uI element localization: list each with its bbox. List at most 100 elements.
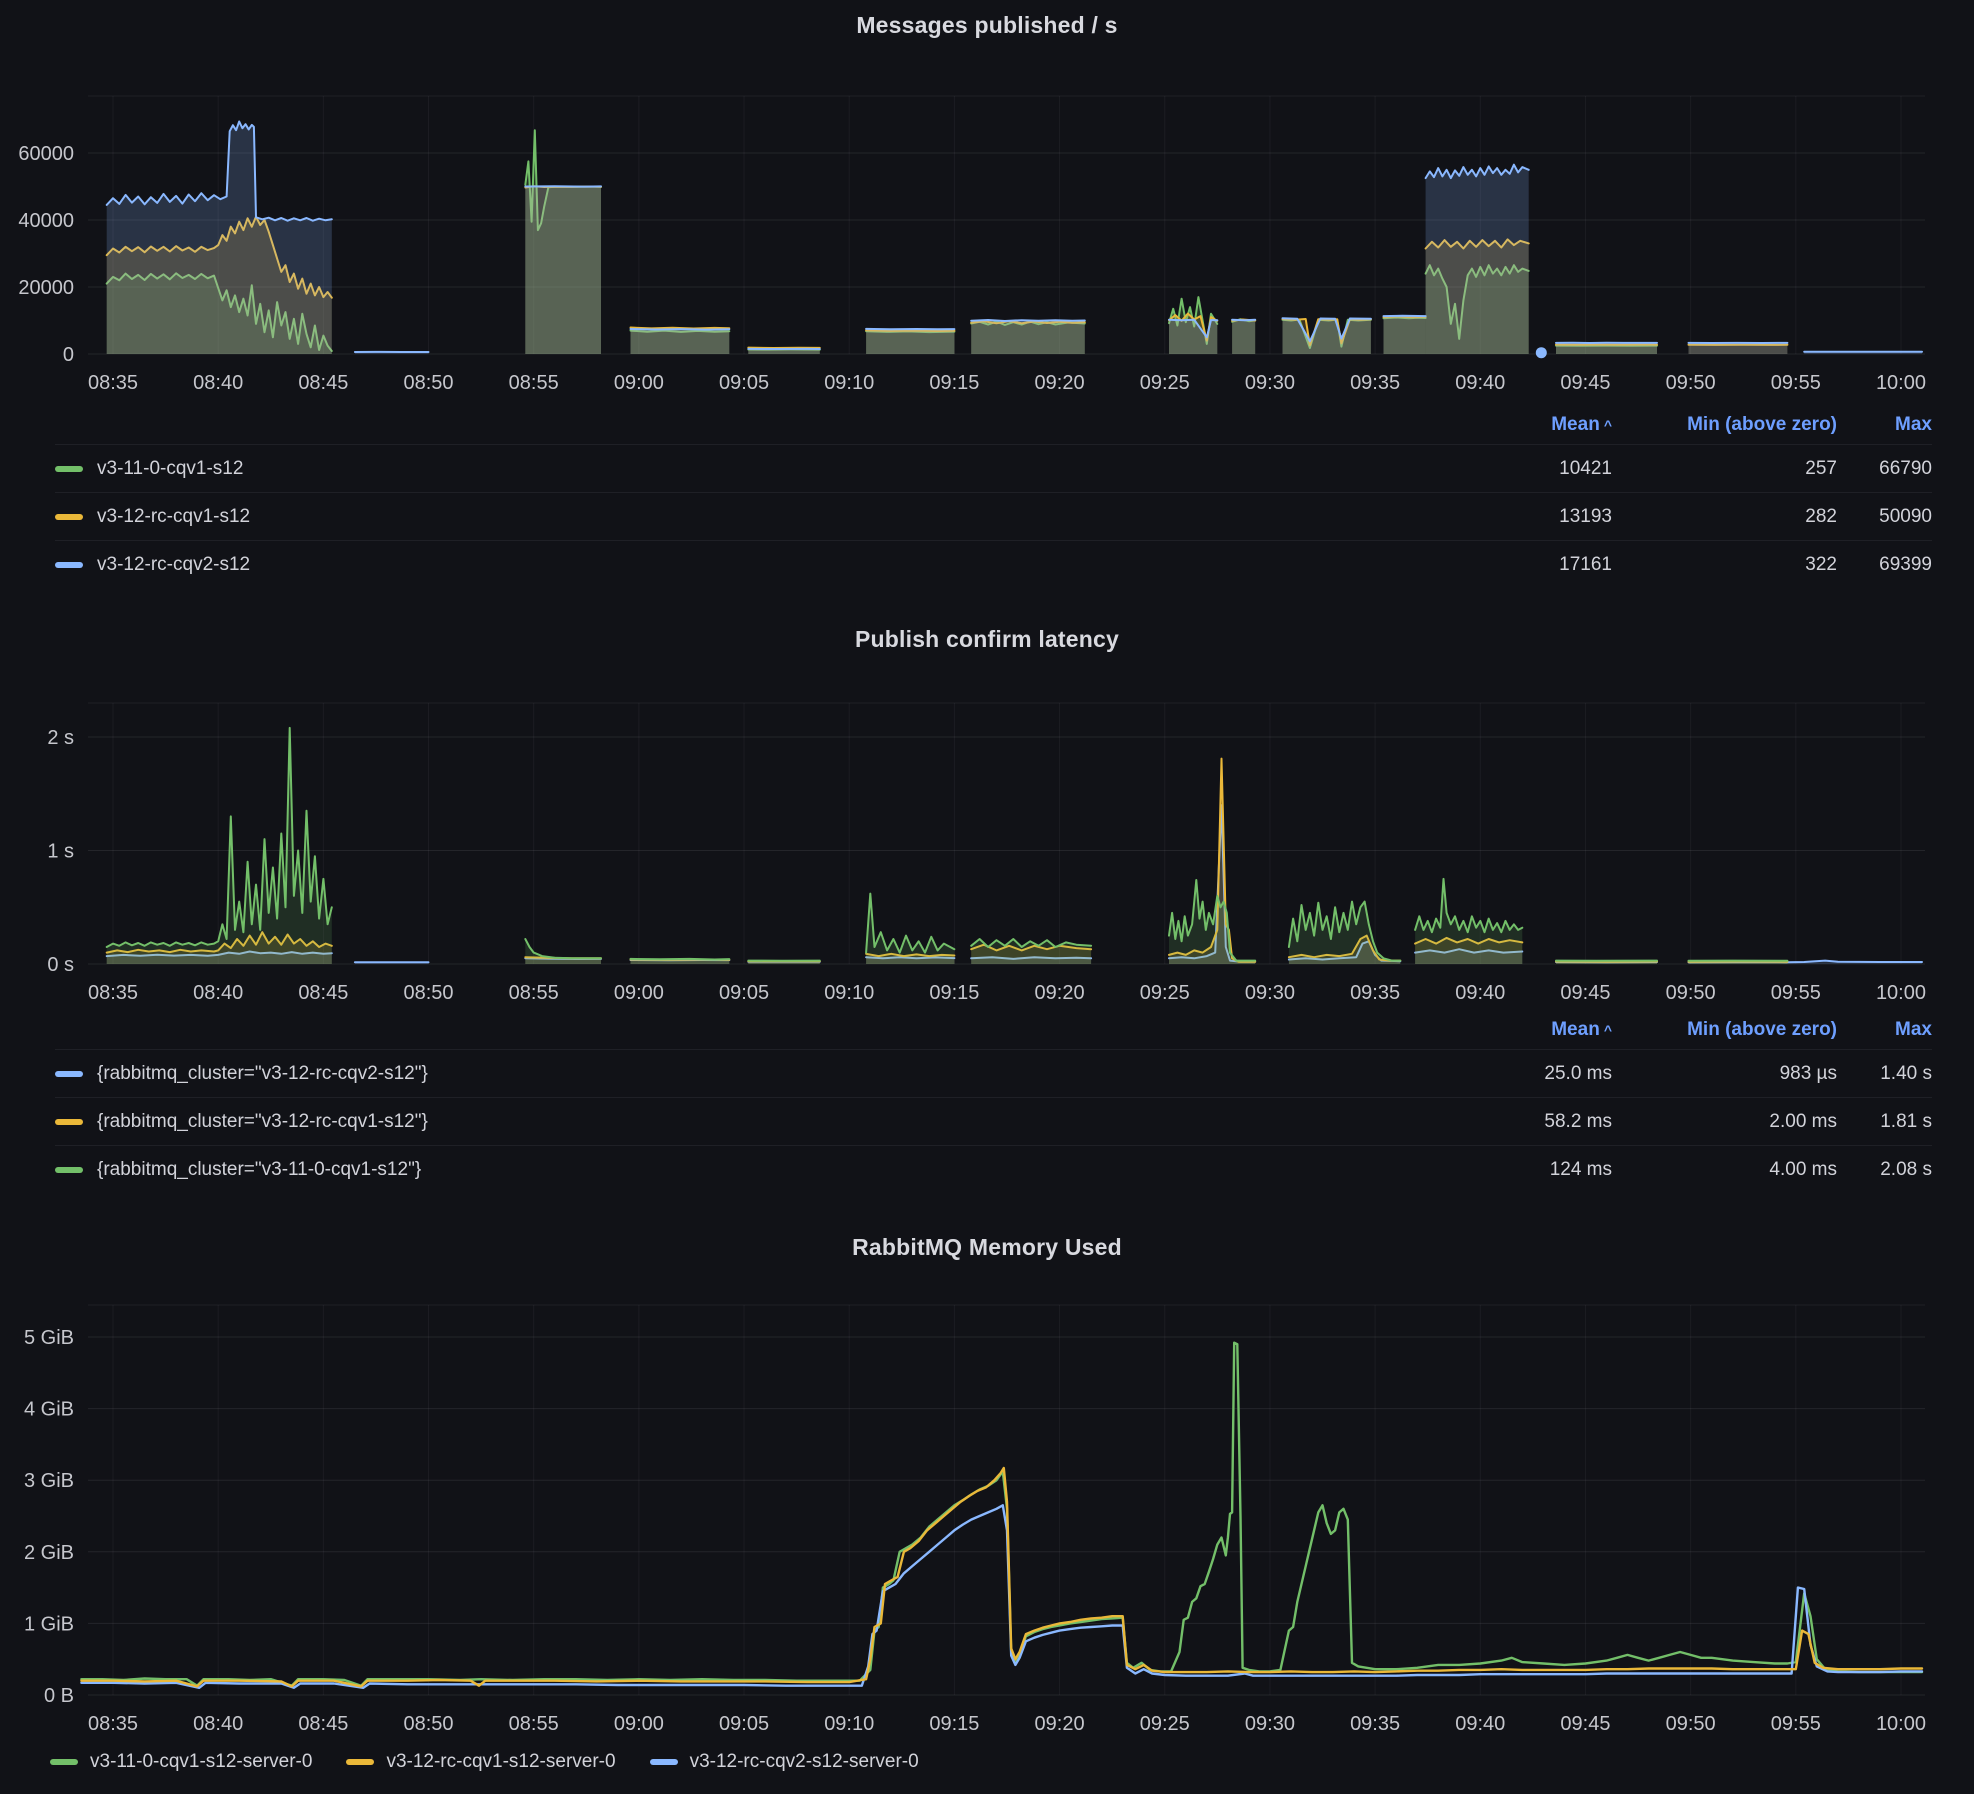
series-blue bbox=[105, 120, 1923, 354]
y-tick-label: 1 GiB bbox=[24, 1613, 74, 1635]
x-tick-label: 09:45 bbox=[1560, 982, 1610, 1004]
series-label[interactable]: v3-12-rc-cqv1-s12 bbox=[97, 505, 251, 527]
series-color-swatch[interactable] bbox=[55, 513, 83, 520]
panel-title-publish-confirm-latency[interactable]: Publish confirm latency bbox=[854, 626, 1120, 652]
y-tick-label: 0 s bbox=[47, 954, 74, 976]
series-label[interactable]: v3-11-0-cqv1-s12-server-0 bbox=[90, 1751, 313, 1772]
y-tick-label: 2 s bbox=[47, 727, 74, 749]
series-yellow bbox=[105, 757, 1789, 964]
timeseries-plot-publish-confirm-latency[interactable]: 08:35 08:40 08:45 08:50 08:55 09:00 09:05 09:10… bbox=[0, 660, 1974, 1005]
x-tick-label: 09:00 bbox=[614, 372, 664, 394]
x-tick-label: 09:20 bbox=[1035, 982, 1085, 1004]
x-tick-label: 08:40 bbox=[193, 1713, 243, 1735]
x-tick-label: 08:55 bbox=[509, 1713, 559, 1735]
y-tick-label: 20000 bbox=[18, 277, 74, 299]
legend-sort-header-min[interactable]: Min (above zero) bbox=[1687, 414, 1837, 435]
legend-value-min: 322 bbox=[1805, 553, 1837, 575]
legend-item[interactable]: v3-12-rc-cqv1-s12-server-0 bbox=[346, 1751, 616, 1773]
series-label[interactable]: {rabbitmq_cluster="v3-12-rc-cqv2-s12"} bbox=[97, 1062, 428, 1084]
legend-value-mean: 13193 bbox=[1559, 505, 1612, 527]
legend-value-mean: 124 ms bbox=[1549, 1158, 1612, 1180]
legend-row: v3-12-rc-cqv2-s12 17161 322 69399 bbox=[55, 540, 1932, 585]
x-tick-label: 09:55 bbox=[1771, 1713, 1821, 1735]
legend-value-mean: 58.2 ms bbox=[1544, 1110, 1612, 1132]
timeseries-plot-rabbitmq-memory-used[interactable]: 08:35 08:40 08:45 08:50 08:55 09:00 09:05 09:10… bbox=[0, 1262, 1974, 1737]
series-color-swatch[interactable] bbox=[55, 1070, 83, 1077]
x-tick-label: 08:50 bbox=[403, 372, 453, 394]
legend-value-max: 2.08 s bbox=[1880, 1158, 1932, 1180]
x-tick-label: 09:15 bbox=[929, 982, 979, 1004]
y-tick-label: 0 bbox=[63, 344, 74, 366]
x-tick-label: 09:00 bbox=[614, 1713, 664, 1735]
x-tick-label: 09:30 bbox=[1245, 372, 1295, 394]
legend-sort-header-mean[interactable]: Mean ^ bbox=[1551, 1019, 1612, 1040]
x-tick-label: 09:20 bbox=[1035, 1713, 1085, 1735]
series-color-swatch[interactable] bbox=[50, 1759, 78, 1765]
series-color-swatch[interactable] bbox=[55, 1166, 83, 1173]
series-label[interactable]: v3-12-rc-cqv1-s12-server-0 bbox=[386, 1751, 616, 1772]
legend-item[interactable]: v3-12-rc-cqv2-s12-server-0 bbox=[649, 1751, 919, 1773]
y-tick-label: 3 GiB bbox=[24, 1470, 74, 1492]
point-marker bbox=[1535, 347, 1547, 359]
x-tick-label: 09:05 bbox=[719, 372, 769, 394]
x-tick-label: 09:35 bbox=[1350, 372, 1400, 394]
legend-row: {rabbitmq_cluster="v3-11-0-cqv1-s12"} 124… bbox=[55, 1145, 1932, 1185]
legend-sort-header-min[interactable]: Min (above zero) bbox=[1687, 1019, 1837, 1040]
x-tick-label: 08:55 bbox=[509, 372, 559, 394]
panel-title-messages-published[interactable]: Messages published / s bbox=[856, 12, 1118, 38]
x-tick-label: 09:25 bbox=[1140, 1713, 1190, 1735]
x-tick-label: 08:40 bbox=[193, 372, 243, 394]
y-tick-label: 4 GiB bbox=[24, 1399, 74, 1421]
series-color-swatch[interactable] bbox=[55, 1118, 83, 1125]
series-label[interactable]: v3-12-rc-cqv2-s12 bbox=[97, 553, 251, 575]
grid bbox=[88, 95, 1925, 355]
x-tick-label: 08:45 bbox=[298, 372, 348, 394]
x-tick-label: 09:45 bbox=[1560, 372, 1610, 394]
legend-row: v3-12-rc-cqv1-s12 13193 282 50090 bbox=[55, 492, 1932, 540]
x-tick-label: 08:45 bbox=[298, 982, 348, 1004]
x-tick-label: 08:50 bbox=[403, 982, 453, 1004]
panel-title-rabbitmq-memory-used[interactable]: RabbitMQ Memory Used bbox=[852, 1234, 1122, 1260]
axis-labels: 08:35 08:40 08:45 08:50 08:55 09:00 09:05 09:10… bbox=[24, 1327, 1926, 1735]
legend-sort-header-max[interactable]: Max bbox=[1895, 414, 1932, 435]
series-blue bbox=[80, 1504, 1924, 1689]
series-yellow bbox=[80, 1466, 1924, 1688]
x-tick-label: 08:35 bbox=[88, 1713, 138, 1735]
x-tick-label: 09:10 bbox=[824, 1713, 874, 1735]
series-color-swatch[interactable] bbox=[55, 561, 83, 568]
timeseries-plot-messages-published[interactable]: 08:35 08:40 08:45 08:50 08:55 09:00 09:05 09:10… bbox=[0, 40, 1974, 400]
x-tick-label: 10:00 bbox=[1876, 372, 1926, 394]
x-tick-label: 09:40 bbox=[1455, 1713, 1505, 1735]
series-color-swatch[interactable] bbox=[649, 1759, 678, 1765]
axis-labels: 08:35 08:40 08:45 08:50 08:55 09:00 09:05 09:10… bbox=[47, 727, 1926, 1004]
x-tick-label: 09:05 bbox=[719, 1713, 769, 1735]
legend-sort-header-mean[interactable]: Mean ^ bbox=[1551, 414, 1612, 435]
axis-labels: 08:35 08:40 08:45 08:50 08:55 09:00 09:05 09:10… bbox=[18, 143, 1926, 394]
series-green bbox=[80, 1341, 1924, 1687]
series-label[interactable]: {rabbitmq_cluster="v3-12-rc-cqv1-s12"} bbox=[97, 1110, 428, 1132]
grid bbox=[88, 702, 1925, 965]
x-tick-label: 09:40 bbox=[1455, 982, 1505, 1004]
x-tick-label: 08:55 bbox=[509, 982, 559, 1004]
legend-value-mean: 10421 bbox=[1559, 457, 1612, 479]
legend-header: Mean ^ Min (above zero) Max bbox=[55, 406, 1932, 444]
y-tick-label: 2 GiB bbox=[24, 1542, 74, 1564]
y-tick-label: 0 B bbox=[44, 1685, 74, 1707]
legend-value-mean: 25.0 ms bbox=[1544, 1062, 1612, 1084]
series-label[interactable]: {rabbitmq_cluster="v3-11-0-cqv1-s12"} bbox=[97, 1158, 422, 1180]
series-green bbox=[105, 726, 1789, 964]
legend-row: {rabbitmq_cluster="v3-12-rc-cqv2-s12"} 25… bbox=[55, 1049, 1932, 1097]
legend-item[interactable]: v3-11-0-cqv1-s12-server-0 bbox=[50, 1751, 312, 1773]
series-color-swatch[interactable] bbox=[346, 1759, 375, 1765]
series-color-swatch[interactable] bbox=[55, 465, 83, 472]
x-tick-label: 10:00 bbox=[1876, 1713, 1926, 1735]
y-tick-label: 60000 bbox=[18, 143, 74, 165]
legend-sort-header-max[interactable]: Max bbox=[1895, 1019, 1932, 1040]
legend-value-min: 4.00 ms bbox=[1769, 1158, 1837, 1180]
x-tick-label: 09:25 bbox=[1140, 982, 1190, 1004]
legend-value-max: 1.81 s bbox=[1880, 1110, 1932, 1132]
series-label[interactable]: v3-11-0-cqv1-s12 bbox=[97, 457, 244, 479]
series-label[interactable]: v3-12-rc-cqv2-s12-server-0 bbox=[689, 1751, 919, 1772]
x-tick-label: 09:00 bbox=[614, 982, 664, 1004]
